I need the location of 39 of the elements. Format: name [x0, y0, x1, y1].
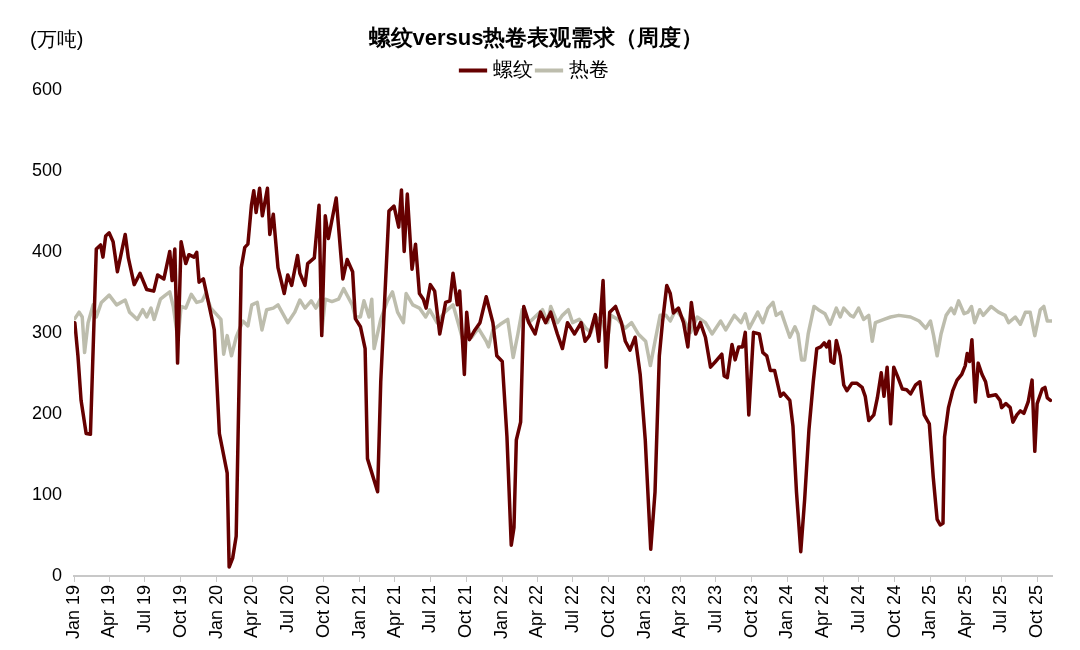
y-tick-label: 100 — [31, 484, 63, 504]
x-tick-label: Apr 25 — [954, 584, 975, 638]
y-tick-label: 600 — [31, 79, 63, 100]
y-axis-title: (万吨) — [30, 27, 84, 50]
x-tick-label: Oct 22 — [597, 584, 618, 638]
y-tick-label: 0 — [52, 564, 63, 585]
x-tick-label: Oct 21 — [455, 584, 476, 638]
x-tick-label: Jan 24 — [776, 584, 797, 639]
x-tick-label: Apr 20 — [241, 584, 262, 638]
x-tick-label: Jan 25 — [919, 584, 940, 639]
legend-label: 热卷 — [569, 57, 609, 80]
x-tick-label: Oct 20 — [312, 584, 333, 638]
x-tick-label: Jul 24 — [847, 584, 868, 633]
x-tick-label: Jan 23 — [633, 584, 654, 639]
x-tick-label: Oct 25 — [1026, 584, 1047, 638]
chart-title: 螺纹versus热卷表观需求（周度） — [367, 25, 704, 51]
x-tick-label: Apr 23 — [669, 584, 689, 638]
y-tick-label: 500 — [31, 160, 63, 181]
x-tick-label: Jul 22 — [561, 584, 582, 633]
x-tick-label: Jul 23 — [704, 584, 725, 633]
x-tick-label: Oct 23 — [740, 584, 761, 638]
x-tick-label: Jan 22 — [491, 584, 512, 639]
x-tick-label: Jul 19 — [133, 584, 154, 633]
x-tick-label: Apr 22 — [526, 584, 547, 638]
x-tick-label: Jan 20 — [205, 584, 226, 639]
x-tick-label: Oct 24 — [883, 584, 904, 638]
x-tick-label: Jul 20 — [276, 584, 297, 633]
y-tick-label: 300 — [31, 322, 63, 343]
y-tick-label: 400 — [31, 241, 63, 262]
x-tick-label: Jan 21 — [348, 584, 369, 639]
x-tick-label: Apr 19 — [98, 584, 119, 638]
y-tick-label: 200 — [31, 403, 63, 424]
x-tick-label: Apr 24 — [812, 584, 833, 638]
x-tick-label: Jul 21 — [419, 584, 440, 633]
legend-label: 螺纹 — [493, 57, 533, 80]
x-tick-label: Jul 25 — [990, 584, 1011, 633]
x-tick-label: Oct 19 — [169, 584, 190, 638]
x-tick-label: Apr 21 — [383, 584, 404, 638]
x-tick-label: Jan 19 — [63, 584, 83, 639]
